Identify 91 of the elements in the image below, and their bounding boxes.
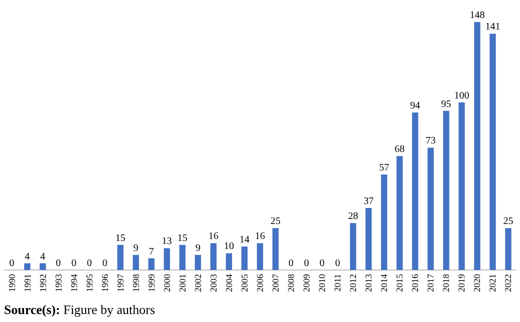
bar [458,102,465,270]
x-tick-label: 1993 [53,274,64,292]
data-label: 16 [208,231,218,242]
data-label: 15 [177,232,188,244]
x-tick-label: 2005 [239,274,250,292]
data-label: 13 [162,236,172,248]
bar [210,243,217,270]
x-tick-label: 2009 [302,274,312,292]
x-tick-label: 2013 [364,274,374,292]
data-label: 7 [148,246,154,258]
data-label: 37 [364,196,374,207]
bar [24,263,30,270]
x-tick-label: 2022 [503,274,514,292]
x-tick-label: 2019 [456,274,467,292]
bar [366,208,372,270]
data-label: 0 [288,258,294,269]
x-tick-label: 2004 [224,274,234,292]
bar [164,248,170,270]
data-label: 9 [133,242,138,254]
data-label: 0 [56,258,61,269]
x-tick-label: 2021 [488,274,498,292]
bar [256,243,264,270]
bar [40,263,46,270]
data-label: 141 [485,22,500,33]
x-tick-label: 2000 [162,274,172,292]
data-label: 16 [255,231,265,242]
bar [226,253,232,270]
data-label: 0 [71,258,76,269]
x-tick-label: 2015 [394,274,405,292]
x-tick-label: 1996 [100,274,110,292]
x-tick-label: 2007 [270,274,281,292]
x-tick-label: 1994 [68,274,79,292]
x-tick-label: 2008 [286,274,296,292]
source-note: Source(s): Figure by authors [4,302,156,317]
x-tick-label: 2018 [441,274,452,292]
data-label: 0 [102,258,108,269]
x-tick-label: 1990 [6,274,17,292]
bar [412,112,418,270]
data-label: 4 [24,251,30,262]
bar [490,34,496,270]
data-label: 25 [503,216,514,228]
data-label: 4 [40,251,46,262]
x-tick-label: 2014 [379,274,390,292]
x-tick-label: 1999 [146,274,156,292]
bar [443,110,450,270]
x-tick-label: 2017 [426,274,436,292]
data-label: 0 [9,258,14,269]
bar [132,254,139,270]
x-tick-label: 2006 [255,274,265,292]
data-label: 10 [224,241,234,252]
x-tick-label: 1995 [84,274,94,292]
bar [117,244,124,270]
data-label: 15 [115,232,126,244]
x-tick-label: 1998 [130,274,141,292]
bar [272,228,279,270]
data-label: 0 [304,258,310,269]
data-label: 9 [195,242,200,254]
bar [396,156,403,270]
data-label: 68 [394,144,405,156]
x-tick-label: 2016 [410,274,420,292]
bar [148,258,154,270]
x-tick-label: 2020 [472,274,482,292]
data-label: 57 [379,162,390,174]
data-label: 94 [410,100,420,112]
bar [381,174,388,270]
bar [241,246,248,270]
data-label: 148 [470,10,485,21]
x-tick-label: 2003 [208,274,218,292]
bar [179,244,186,270]
x-tick-label: 1992 [38,274,48,292]
x-tick-label: 1997 [115,274,126,292]
data-label: 95 [441,98,452,110]
data-label: 28 [348,211,358,222]
x-tick-label: 2010 [317,274,328,292]
data-label: 0 [335,258,340,269]
data-label: 100 [454,90,470,102]
bar [505,228,512,270]
x-tick-label: 1991 [22,274,32,292]
bar [474,22,480,270]
data-label: 73 [426,136,436,147]
data-label: 0 [320,258,325,269]
data-label: 25 [270,216,281,228]
data-label: 14 [239,234,250,246]
x-tick-label: 2002 [192,274,203,292]
data-label: 0 [86,258,92,269]
x-tick-label: 2011 [332,274,343,292]
bar [194,254,202,270]
x-tick-label: 2012 [348,274,358,292]
bar [350,223,356,270]
x-tick-label: 2001 [177,274,188,292]
bar [428,148,434,270]
